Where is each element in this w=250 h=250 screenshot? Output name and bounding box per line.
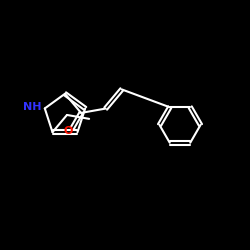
Text: O: O: [64, 126, 73, 136]
Text: NH: NH: [22, 102, 41, 113]
